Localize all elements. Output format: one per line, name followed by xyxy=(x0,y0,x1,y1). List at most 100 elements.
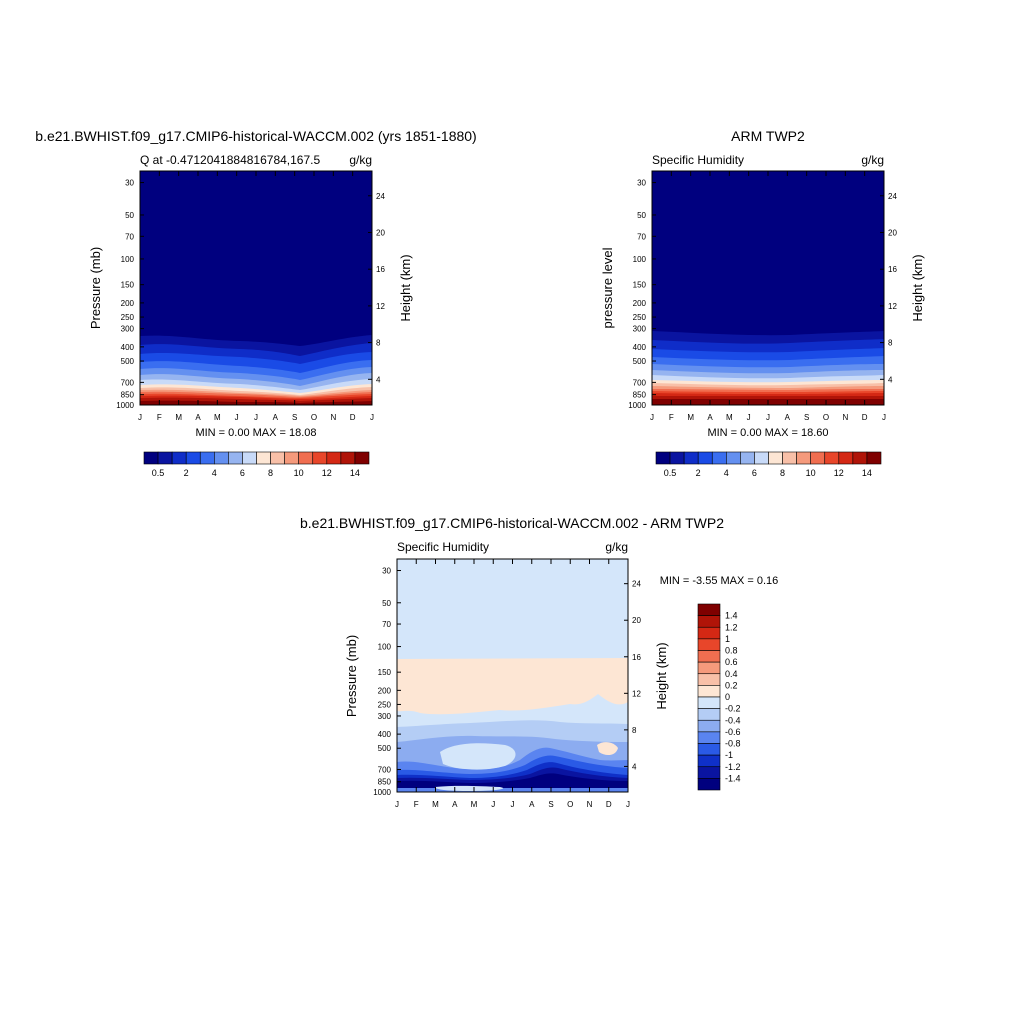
height-tick-label: 8 xyxy=(376,339,381,348)
colorbar-swatch xyxy=(214,451,229,465)
pressure-tick-label: 100 xyxy=(121,255,135,264)
month-tick-label: M xyxy=(432,800,439,809)
panel-model-ylabel-right: Height (km) xyxy=(398,254,413,321)
pressure-tick-label: 850 xyxy=(121,391,135,400)
month-tick-label: J xyxy=(235,413,239,422)
colorbar-swatch xyxy=(697,685,721,698)
colorbar-swatch xyxy=(256,451,271,465)
colorbar-label: 14 xyxy=(350,468,360,478)
pressure-tick-label: 400 xyxy=(121,343,135,352)
pressure-tick-label: 100 xyxy=(633,255,647,264)
month-tick-label: A xyxy=(273,413,279,422)
field-band xyxy=(440,743,516,770)
colorbar-swatch xyxy=(354,451,370,465)
colorbar-swatch xyxy=(697,661,721,675)
colorbar-swatch xyxy=(697,766,721,779)
colorbar-swatch xyxy=(326,451,342,465)
pressure-tick-label: 200 xyxy=(633,299,647,308)
height-tick-label: 16 xyxy=(376,265,385,274)
field-band xyxy=(397,773,628,788)
colorbar-label: 14 xyxy=(862,468,872,478)
colorbar-label: -0.6 xyxy=(725,727,741,737)
colorbar-label: 12 xyxy=(834,468,844,478)
month-tick-label: J xyxy=(747,413,751,422)
panel-model-subtitle-right: g/kg xyxy=(349,153,372,167)
colorbar-swatch xyxy=(683,451,699,465)
panel-obs-field xyxy=(652,171,884,405)
panel-diff: b.e21.BWHIST.f09_g17.CMIP6-historical-WA… xyxy=(300,515,778,809)
month-tick-label: M xyxy=(214,413,221,422)
colorbar-label: 0 xyxy=(725,692,730,702)
pressure-tick-label: 400 xyxy=(633,343,647,352)
panel-model-field xyxy=(140,171,372,405)
field-band xyxy=(397,658,628,715)
panel-obs-subtitle-left: Specific Humidity xyxy=(652,153,744,167)
colorbar-swatch xyxy=(185,451,201,465)
colorbar-label: -1 xyxy=(725,750,733,760)
height-tick-label: 20 xyxy=(376,228,385,237)
panel-model: b.e21.BWHIST.f09_g17.CMIP6-historical-WA… xyxy=(35,128,476,478)
height-tick-label: 4 xyxy=(888,375,893,384)
month-tick-label: F xyxy=(414,800,419,809)
pressure-tick-label: 1000 xyxy=(373,788,391,797)
panel-diff-ylabel-right: Height (km) xyxy=(654,642,669,709)
month-tick-label: M xyxy=(726,413,733,422)
month-tick-label: J xyxy=(370,413,374,422)
pressure-tick-label: 250 xyxy=(378,700,392,709)
panel-diff-minmax: MIN = -3.55 MAX = 0.16 xyxy=(660,575,779,587)
height-tick-label: 24 xyxy=(888,192,897,201)
month-tick-label: A xyxy=(195,413,201,422)
colorbar-swatch xyxy=(768,451,783,465)
colorbar-swatch xyxy=(796,451,811,465)
month-tick-label: O xyxy=(567,800,573,809)
month-tick-label: F xyxy=(157,413,162,422)
colorbar-swatch xyxy=(726,451,741,465)
pressure-tick-label: 200 xyxy=(121,299,135,308)
colorbar-swatch xyxy=(866,451,882,465)
panel-diff-colorbar: 1.41.2 1 0.80.6 0.40.2 0 -0.2-0.4 -0.6 -0.8-1 -1… xyxy=(697,603,741,791)
height-tick-label: 16 xyxy=(632,653,641,662)
panel-diff-subtitle-right: g/kg xyxy=(605,540,628,554)
pressure-tick-label: 50 xyxy=(382,599,391,608)
colorbar-label: -1.2 xyxy=(725,762,741,772)
month-tick-label: J xyxy=(254,413,258,422)
colorbar-swatch xyxy=(655,451,671,465)
month-tick-label: J xyxy=(766,413,770,422)
pressure-tick-label: 70 xyxy=(382,620,391,629)
colorbar-swatch xyxy=(697,708,721,721)
colorbar-swatch xyxy=(711,451,727,465)
height-tick-label: 12 xyxy=(376,302,385,311)
colorbar-swatch xyxy=(697,778,721,791)
colorbar-swatch xyxy=(697,696,721,709)
pressure-tick-label: 30 xyxy=(637,179,646,188)
pressure-tick-label: 70 xyxy=(637,232,646,241)
colorbar-label: 10 xyxy=(806,468,816,478)
colorbar-swatch xyxy=(242,451,257,465)
colorbar-swatch xyxy=(697,673,721,686)
colorbar-label: -1.4 xyxy=(725,773,741,783)
colorbar-label: 8 xyxy=(268,468,273,478)
pressure-tick-label: 1000 xyxy=(116,401,134,410)
colorbar-swatch xyxy=(740,451,755,465)
panel-model-subtitle-left: Q at -0.4712041884816784,167.5 xyxy=(140,153,320,167)
pressure-tick-label: 500 xyxy=(633,357,647,366)
month-tick-label: M xyxy=(471,800,478,809)
panel-model-colorbar: 0.5 2 4 6 8 10 12 14 xyxy=(143,451,370,478)
panel-obs-title: ARM TWP2 xyxy=(731,128,805,144)
month-tick-label: J xyxy=(395,800,399,809)
colorbar-swatch xyxy=(697,754,721,768)
panel-obs-colorbar: 0.5 2 4 6 8 10 12 14 xyxy=(655,451,882,478)
colorbar-swatch xyxy=(697,650,721,663)
pressure-tick-label: 700 xyxy=(121,378,135,387)
pressure-tick-label: 850 xyxy=(378,778,392,787)
month-tick-label: J xyxy=(650,413,654,422)
field-band xyxy=(597,742,618,756)
pressure-tick-label: 30 xyxy=(125,179,134,188)
month-tick-label: J xyxy=(511,800,515,809)
colorbar-label: 0.4 xyxy=(725,669,738,679)
height-tick-label: 16 xyxy=(888,265,897,274)
colorbar-swatch xyxy=(697,719,721,733)
colorbar-label: 2 xyxy=(184,468,189,478)
pressure-tick-label: 70 xyxy=(125,232,134,241)
colorbar-label: 1.2 xyxy=(725,622,738,632)
